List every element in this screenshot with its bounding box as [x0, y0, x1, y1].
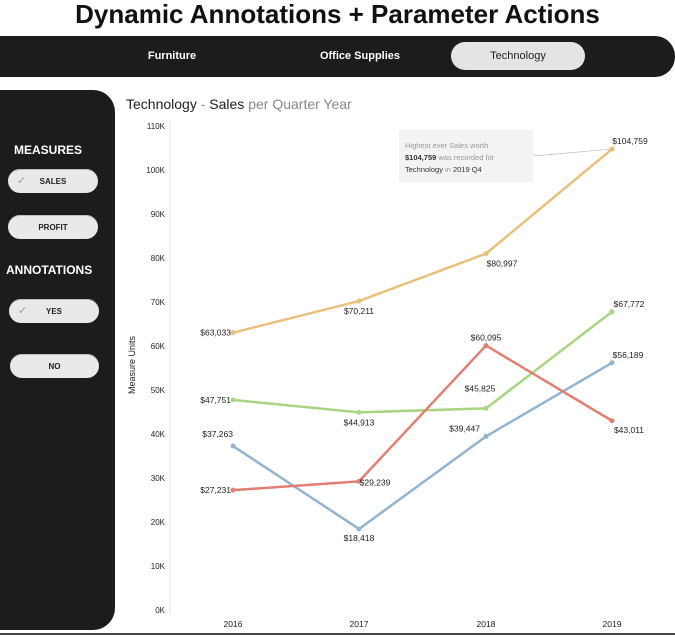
- tab-technology[interactable]: Technology: [451, 42, 585, 70]
- y-tick-label: 10K: [151, 562, 166, 571]
- y-tick-label: 100K: [146, 166, 165, 175]
- annotation-line-3: Technology in 2019 Q4: [405, 165, 482, 174]
- annotations-no-button[interactable]: NO: [10, 354, 99, 378]
- tab-furniture[interactable]: Furniture: [147, 50, 197, 62]
- parameter-sidebar: MEASURES ✓ SALES PROFIT ANNOTATIONS ✓ YE…: [0, 90, 115, 630]
- chart-title: Technology - Sales per Quarter Year: [126, 96, 352, 112]
- data-point: [230, 443, 236, 449]
- data-label: $80,997: [487, 259, 518, 269]
- data-point: [356, 409, 362, 415]
- page-title: Dynamic Annotations + Parameter Actions: [75, 0, 600, 29]
- y-tick-label: 70K: [151, 298, 166, 307]
- annotation-box: [399, 130, 533, 182]
- data-point: [230, 487, 236, 493]
- x-tick-label: 2019: [603, 619, 622, 629]
- data-label: $67,772: [614, 299, 645, 309]
- check-icon: ✓: [17, 175, 27, 187]
- series-line: [231, 310, 614, 414]
- x-tick-label: 2016: [224, 619, 243, 629]
- data-point: [609, 418, 615, 424]
- data-label: $27,231: [200, 485, 231, 495]
- annotation-leader-line: [532, 148, 613, 157]
- data-label: $47,751: [200, 395, 231, 405]
- data-label: $56,189: [613, 350, 644, 360]
- annotation-line-2: $104,759 was recorded for: [405, 153, 495, 162]
- data-point: [609, 309, 615, 315]
- y-tick-label: 110K: [147, 122, 166, 131]
- data-point: [230, 330, 236, 336]
- series-line: [231, 361, 614, 531]
- category-tab-bar: Furniture Office Supplies Technology: [0, 36, 675, 77]
- y-tick-label: 30K: [151, 474, 166, 483]
- measure-profit-button[interactable]: PROFIT: [8, 215, 98, 239]
- data-point: [483, 251, 489, 257]
- data-label: $37,263: [202, 429, 233, 439]
- data-label: $44,913: [344, 417, 375, 427]
- y-tick-label: 90K: [151, 210, 166, 219]
- data-point: [230, 397, 236, 403]
- measure-sales-button[interactable]: ✓ SALES: [8, 169, 98, 193]
- x-tick-label: 2018: [477, 619, 496, 629]
- measures-heading: MEASURES: [14, 143, 83, 157]
- tab-office-supplies[interactable]: Office Supplies: [319, 50, 401, 62]
- data-label: $63,033: [200, 328, 231, 338]
- chart-title-separator: -: [196, 96, 210, 112]
- measure-sales-label: SALES: [39, 176, 67, 186]
- data-label: $39,447: [449, 423, 480, 433]
- series-line: [231, 147, 614, 334]
- annotation-line-1: Highest ever Sales worth: [405, 141, 488, 150]
- annotations-heading: ANNOTATIONS: [6, 263, 93, 277]
- data-point: [483, 343, 489, 349]
- y-tick-label: 0K: [155, 606, 165, 615]
- y-tick-label: 60K: [151, 342, 166, 351]
- chart-title-category: Technology: [126, 96, 197, 112]
- y-tick-label: 20K: [151, 518, 166, 527]
- data-label: $60,095: [471, 333, 502, 343]
- x-tick-label: 2017: [350, 619, 369, 629]
- y-tick-label: 40K: [151, 430, 166, 439]
- data-point: [356, 298, 362, 304]
- series-line: [231, 344, 614, 492]
- data-point: [356, 478, 362, 484]
- y-tick-label: 50K: [151, 386, 166, 395]
- data-point: [609, 360, 615, 366]
- data-label: $18,418: [344, 533, 375, 543]
- measure-profit-label: PROFIT: [38, 222, 68, 232]
- data-label: $70,211: [344, 306, 374, 316]
- annotations-yes-button[interactable]: ✓ YES: [9, 299, 99, 323]
- check-icon: ✓: [18, 305, 28, 317]
- data-point: [483, 405, 489, 411]
- data-label: $45,825: [465, 383, 496, 393]
- annotations-yes-label: YES: [45, 306, 62, 316]
- data-point: [356, 526, 362, 532]
- bottom-divider: [0, 633, 675, 635]
- data-label: $43,011: [614, 425, 644, 435]
- data-point: [483, 433, 489, 439]
- data-label: $29,239: [360, 477, 391, 487]
- data-label: $104,759: [612, 136, 648, 146]
- y-tick-label: 80K: [151, 254, 166, 263]
- chart-title-suffix: per Quarter Year: [244, 96, 352, 112]
- chart-title-measure: Sales: [209, 96, 245, 112]
- annotations-no-label: NO: [48, 361, 61, 371]
